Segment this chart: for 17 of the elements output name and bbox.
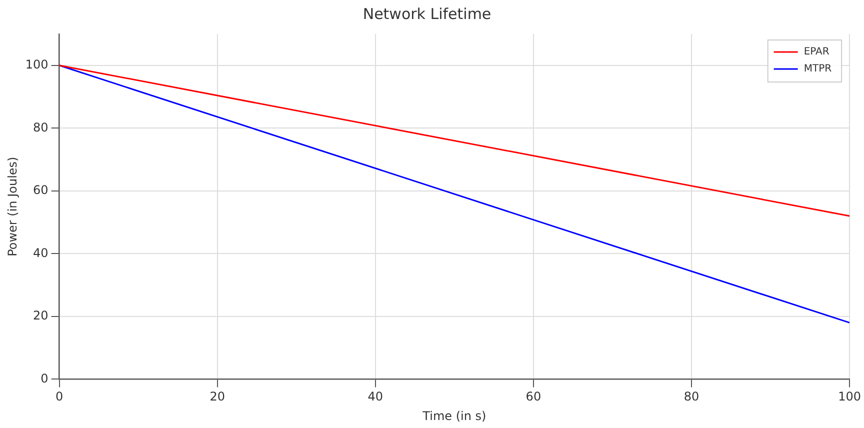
x-tick-label: 80: [684, 390, 700, 404]
y-tick-label: 60: [33, 183, 48, 198]
y-tick-label: 100: [25, 58, 48, 72]
x-tick-label: 40: [368, 390, 384, 404]
chart-title: Network Lifetime: [362, 4, 492, 23]
x-axis-title: Time (in s): [422, 408, 486, 423]
x-tick-label: 0: [55, 390, 64, 404]
y-tick-label: 40: [33, 246, 48, 260]
y-axis-title: Power (in Joules): [5, 156, 20, 256]
legend-label: EPAR: [804, 46, 830, 58]
x-tick-label: 20: [210, 390, 225, 404]
y-tick-label: 80: [33, 120, 48, 134]
y-tick-label: 0: [40, 371, 48, 386]
x-tick-label: 60: [526, 390, 542, 404]
y-tick-label: 20: [33, 308, 48, 323]
legend-label: MTPR: [804, 64, 832, 75]
x-tick-label: 100: [838, 390, 861, 404]
